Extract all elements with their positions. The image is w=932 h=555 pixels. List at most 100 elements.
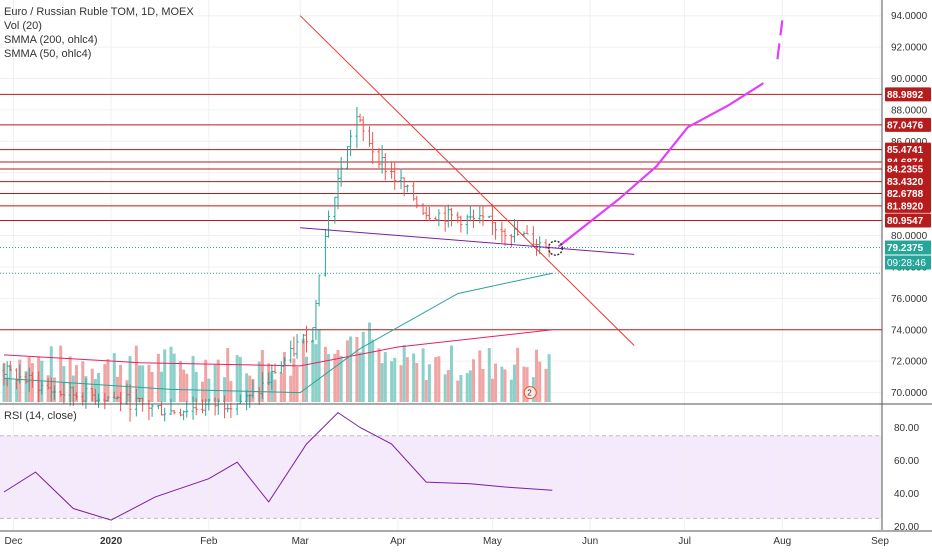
volume-indicator-label[interactable]: Vol (20) (4, 20, 42, 32)
price-axis-tick: 86.0000 (891, 137, 928, 148)
level-price-tag-text: 81.8920 (887, 201, 924, 212)
level-price-tag (885, 174, 931, 189)
x-axis-tick: May (483, 536, 502, 547)
level-price-tag-text: 87.0476 (887, 120, 924, 131)
volume-bar (163, 349, 167, 402)
volume-bar (81, 361, 85, 402)
smma-200-line (3, 329, 553, 367)
price-axis-tick: 72.0000 (891, 357, 928, 368)
level-price-tag (885, 87, 931, 102)
chart-legend: Euro / Russian Ruble TOM, 1D, MOEX Vol (… (4, 5, 194, 61)
volume-bar (156, 353, 160, 402)
volume-bar (191, 355, 195, 402)
smma-50-line (3, 272, 553, 394)
volume-bar (15, 379, 19, 402)
smma-200-label[interactable]: SMMA (200, ohlc4) (4, 34, 98, 46)
volume-bar (509, 379, 513, 402)
volume-bar (182, 369, 186, 402)
volume-bar (172, 353, 176, 402)
volume-bar (147, 364, 151, 402)
volume-bar (490, 378, 494, 402)
price-axis-tick: 74.0000 (891, 325, 928, 336)
volume-bar (390, 361, 394, 402)
rsi-label[interactable]: RSI (14, close) (4, 410, 77, 422)
volume-bar (345, 340, 349, 402)
x-axis-tick: Jul (678, 536, 691, 547)
volume-bar (90, 368, 94, 402)
volume-bar (282, 351, 286, 402)
volume-bar (355, 336, 359, 402)
volume-bar (500, 366, 504, 402)
volume-bar (383, 352, 387, 402)
volume-bar (449, 345, 453, 402)
volume-bar (535, 349, 539, 402)
volume-bar (5, 377, 9, 402)
volume-bar (393, 357, 397, 402)
volume-bar (226, 347, 230, 402)
volume-bar (213, 364, 217, 402)
volume-bar (494, 363, 498, 402)
volume-bar (137, 365, 141, 402)
volume-bar (333, 353, 337, 402)
support-trendline (300, 227, 635, 255)
breakout-marker (547, 240, 564, 256)
volume-bar (339, 355, 343, 402)
volume-bar (368, 322, 372, 402)
volume-bar (194, 371, 198, 402)
volume-bar (415, 362, 419, 402)
volume-bar (169, 346, 173, 402)
volume-bar (106, 359, 110, 402)
rsi-axis-tick: 20.00 (894, 522, 919, 533)
volume-bar (427, 364, 431, 402)
volume-bar (472, 359, 476, 402)
price-axis-tick: 70.0000 (891, 388, 928, 399)
rsi-band (0, 435, 882, 519)
volume-bar (204, 359, 208, 402)
volume-bar (424, 380, 428, 402)
volume-bar (8, 365, 12, 402)
volume-bar (459, 375, 463, 402)
volume-bar (103, 364, 107, 402)
volume-bar (128, 356, 132, 402)
volume-bar (358, 352, 362, 402)
volume-bar (412, 353, 416, 402)
price-axis-tick: 92.0000 (891, 43, 928, 54)
price-axis-tick: 88.0000 (891, 105, 928, 116)
volume-bar (311, 339, 315, 402)
volume-bar (512, 364, 516, 402)
volume-bar (178, 360, 182, 402)
x-axis-tick: Feb (200, 536, 218, 547)
volume-bar (238, 356, 242, 402)
volume-bar (248, 375, 252, 402)
countdown-tag (885, 255, 931, 270)
volume-bar (516, 347, 520, 402)
symbol-title[interactable]: Euro / Russian Ruble TOM, 1D, MOEX (4, 6, 194, 18)
level-price-tag-text: 80.9547 (887, 216, 924, 227)
volume-bar (235, 355, 239, 402)
price-axis-tick: 76.0000 (891, 294, 928, 305)
level-price-tag (885, 117, 931, 132)
volume-bar (301, 338, 305, 402)
volume-bar (437, 356, 441, 402)
price-axis-tick: 94.0000 (891, 11, 928, 22)
event-badge-count: 2 (527, 389, 532, 398)
volume-bar (317, 329, 321, 402)
volume-bar (443, 374, 447, 402)
level-price-tag-text: 83.4320 (887, 177, 924, 188)
volume-bar (456, 380, 460, 402)
volume-bar (446, 370, 450, 402)
volume-bar (49, 346, 53, 402)
volume-bar (314, 344, 318, 402)
current-price-tag (885, 240, 931, 255)
volume-bar (377, 348, 381, 402)
level-price-tag-text: 84.2355 (887, 165, 924, 176)
volume-bar (538, 361, 542, 402)
price-axis-tick: 90.0000 (891, 74, 928, 85)
rsi-axis-tick: 80.00 (894, 423, 919, 434)
volume-bar (134, 345, 138, 402)
volume-bar (279, 373, 283, 402)
volume-bar (305, 356, 309, 402)
smma-50-label[interactable]: SMMA (50, ohlc4) (4, 48, 92, 60)
